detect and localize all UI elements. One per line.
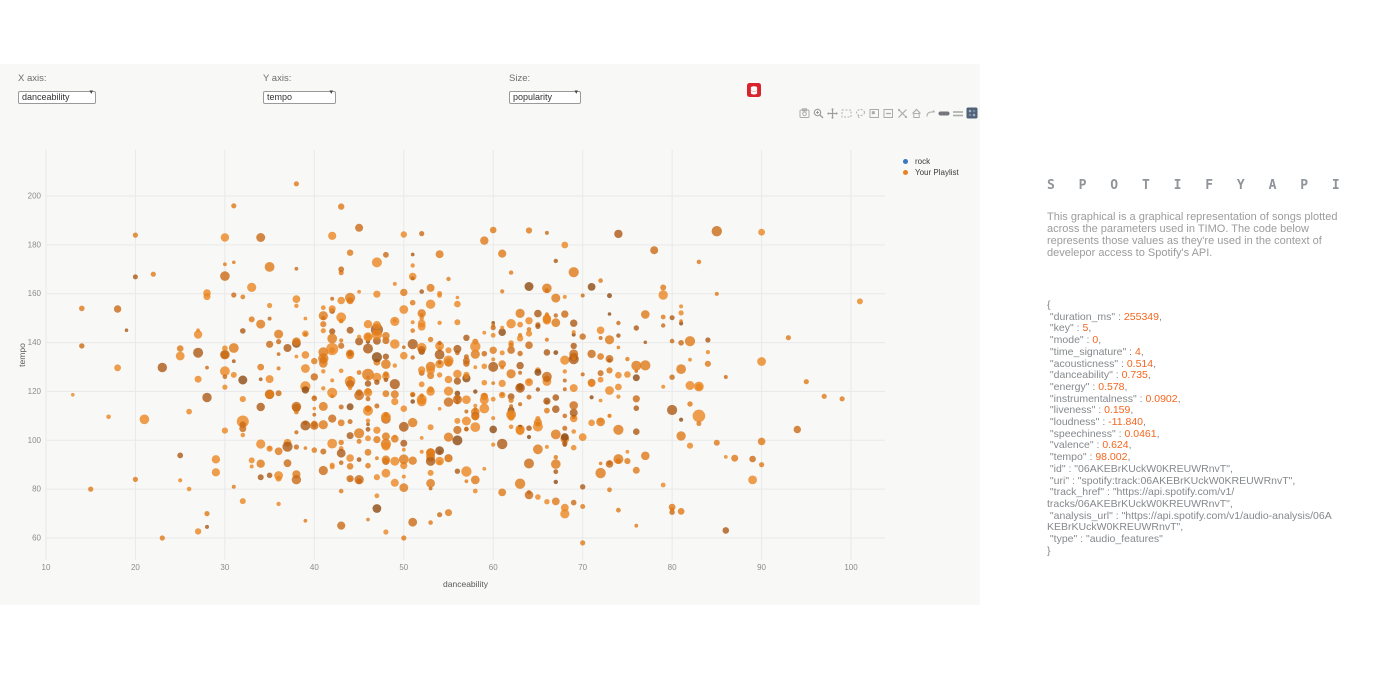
- y-axis-label: Y axis:: [263, 73, 292, 84]
- code-line: "duration_ms" : 255349,: [1047, 310, 1162, 323]
- code-line: "analysis_url" : "https://api.spotify.co…: [1047, 509, 1332, 522]
- code-line: "valence" : 0.624,: [1047, 439, 1132, 452]
- code-line: }: [1047, 544, 1051, 557]
- x-axis-label: X axis:: [18, 73, 47, 84]
- svg-text:50: 50: [399, 563, 408, 572]
- svg-text:140: 140: [28, 338, 42, 347]
- legend-item-rock[interactable]: rock: [903, 156, 959, 166]
- zoom-in-icon[interactable]: [812, 107, 824, 119]
- size-select[interactable]: popularity: [509, 90, 581, 104]
- api-code-block: { "duration_ms" : 255349, "key" : 5, "mo…: [1047, 299, 1363, 557]
- plot-legend: rock Your Playlist: [903, 156, 959, 178]
- size-control: Size: popularity: [509, 73, 581, 105]
- redo-icon[interactable]: [924, 107, 936, 119]
- panel-title: S P O T I F Y A P I: [1047, 178, 1348, 193]
- box-zoom-out-icon[interactable]: [882, 107, 894, 119]
- svg-text:tempo: tempo: [17, 343, 27, 367]
- svg-text:200: 200: [28, 192, 42, 201]
- code-line: "track_href" : "https://api.spotify.com/…: [1047, 486, 1235, 499]
- y-axis-control: Y axis: tempo: [263, 73, 336, 105]
- svg-text:30: 30: [220, 563, 229, 572]
- lasso-select-icon[interactable]: [854, 107, 866, 119]
- code-line: "energy" : 0.578,: [1047, 380, 1128, 393]
- code-line: "liveness" : 0.159,: [1047, 404, 1134, 417]
- status-button[interactable]: [747, 83, 761, 97]
- x-axis-select[interactable]: danceability: [18, 90, 96, 104]
- scatter-plot[interactable]: 10 20 30 40 50 60 70 80 90 100 60 80 100 120 140 160 180…: [0, 64, 980, 605]
- y-axis-select[interactable]: tempo: [263, 90, 336, 104]
- code-line: tracks/06AKEBrKUckW0KREUWRnvT",: [1047, 497, 1233, 510]
- save-icon[interactable]: [798, 107, 810, 119]
- svg-text:20: 20: [131, 563, 140, 572]
- svg-text:180: 180: [28, 240, 42, 249]
- code-line: "speechiness" : 0.0461,: [1047, 427, 1160, 440]
- x-axis-control: X axis: danceability: [18, 73, 96, 105]
- legend-item-your-playlist[interactable]: Your Playlist: [903, 167, 959, 177]
- plot-app-panel: X axis: danceability Y axis: tempo Size:…: [0, 64, 980, 605]
- svg-text:100: 100: [28, 436, 42, 445]
- hover-icon[interactable]: [938, 107, 950, 119]
- svg-text:80: 80: [32, 485, 41, 494]
- legend-swatch-your-playlist: [903, 169, 908, 175]
- legend-label-rock: rock: [915, 156, 931, 166]
- code-line: "danceability" : 0.735,: [1047, 369, 1151, 382]
- spotify-api-panel: S P O T I F Y A P I This graphical is a …: [1047, 178, 1363, 557]
- resize-icon[interactable]: [896, 107, 908, 119]
- code-line: "mode" : 0,: [1047, 334, 1102, 347]
- code-line: "loudness" : -11.840,: [1047, 416, 1146, 429]
- code-line: {: [1047, 299, 1051, 311]
- svg-text:60: 60: [32, 534, 41, 543]
- svg-text:80: 80: [668, 563, 677, 572]
- code-line: "instrumentalness" : 0.0902,: [1047, 392, 1181, 405]
- svg-text:danceability: danceability: [443, 579, 489, 589]
- svg-text:60: 60: [489, 563, 498, 572]
- code-line: "type" : "audio_features": [1047, 533, 1163, 546]
- svg-text:160: 160: [28, 289, 42, 298]
- bokeh-logo-icon[interactable]: [966, 107, 978, 119]
- legend-swatch-rock: [903, 158, 908, 164]
- code-line: "key" : 5,: [1047, 322, 1092, 335]
- panel-description: This graphical is a graphical representa…: [1047, 211, 1338, 259]
- crosshair-icon[interactable]: [952, 107, 964, 119]
- svg-text:120: 120: [28, 387, 42, 396]
- svg-text:70: 70: [578, 563, 587, 572]
- pan-icon[interactable]: [826, 107, 838, 119]
- code-line: "time_signature" : 4,: [1047, 345, 1144, 358]
- svg-text:100: 100: [844, 563, 858, 572]
- reset-icon[interactable]: [910, 107, 922, 119]
- svg-text:10: 10: [42, 563, 51, 572]
- box-zoom-icon[interactable]: [868, 107, 880, 119]
- svg-text:40: 40: [310, 563, 319, 572]
- code-line: "uri" : "spotify:track:06AKEBrKUckW0KREU…: [1047, 474, 1296, 487]
- svg-text:90: 90: [757, 563, 766, 572]
- plot-toolbar: [798, 107, 978, 119]
- database-icon: [750, 85, 758, 94]
- legend-label-your-playlist: Your Playlist: [915, 167, 959, 177]
- code-line: "id" : "06AKEBrKUckW0KREUWRnvT",: [1047, 462, 1233, 475]
- box-select-icon[interactable]: [840, 107, 852, 119]
- code-line: "acousticness" : 0.514,: [1047, 357, 1157, 370]
- code-line: "tempo" : 98.002,: [1047, 451, 1131, 464]
- size-label: Size:: [509, 73, 531, 84]
- code-line: KEBrKUckW0KREUWRnvT",: [1047, 521, 1184, 534]
